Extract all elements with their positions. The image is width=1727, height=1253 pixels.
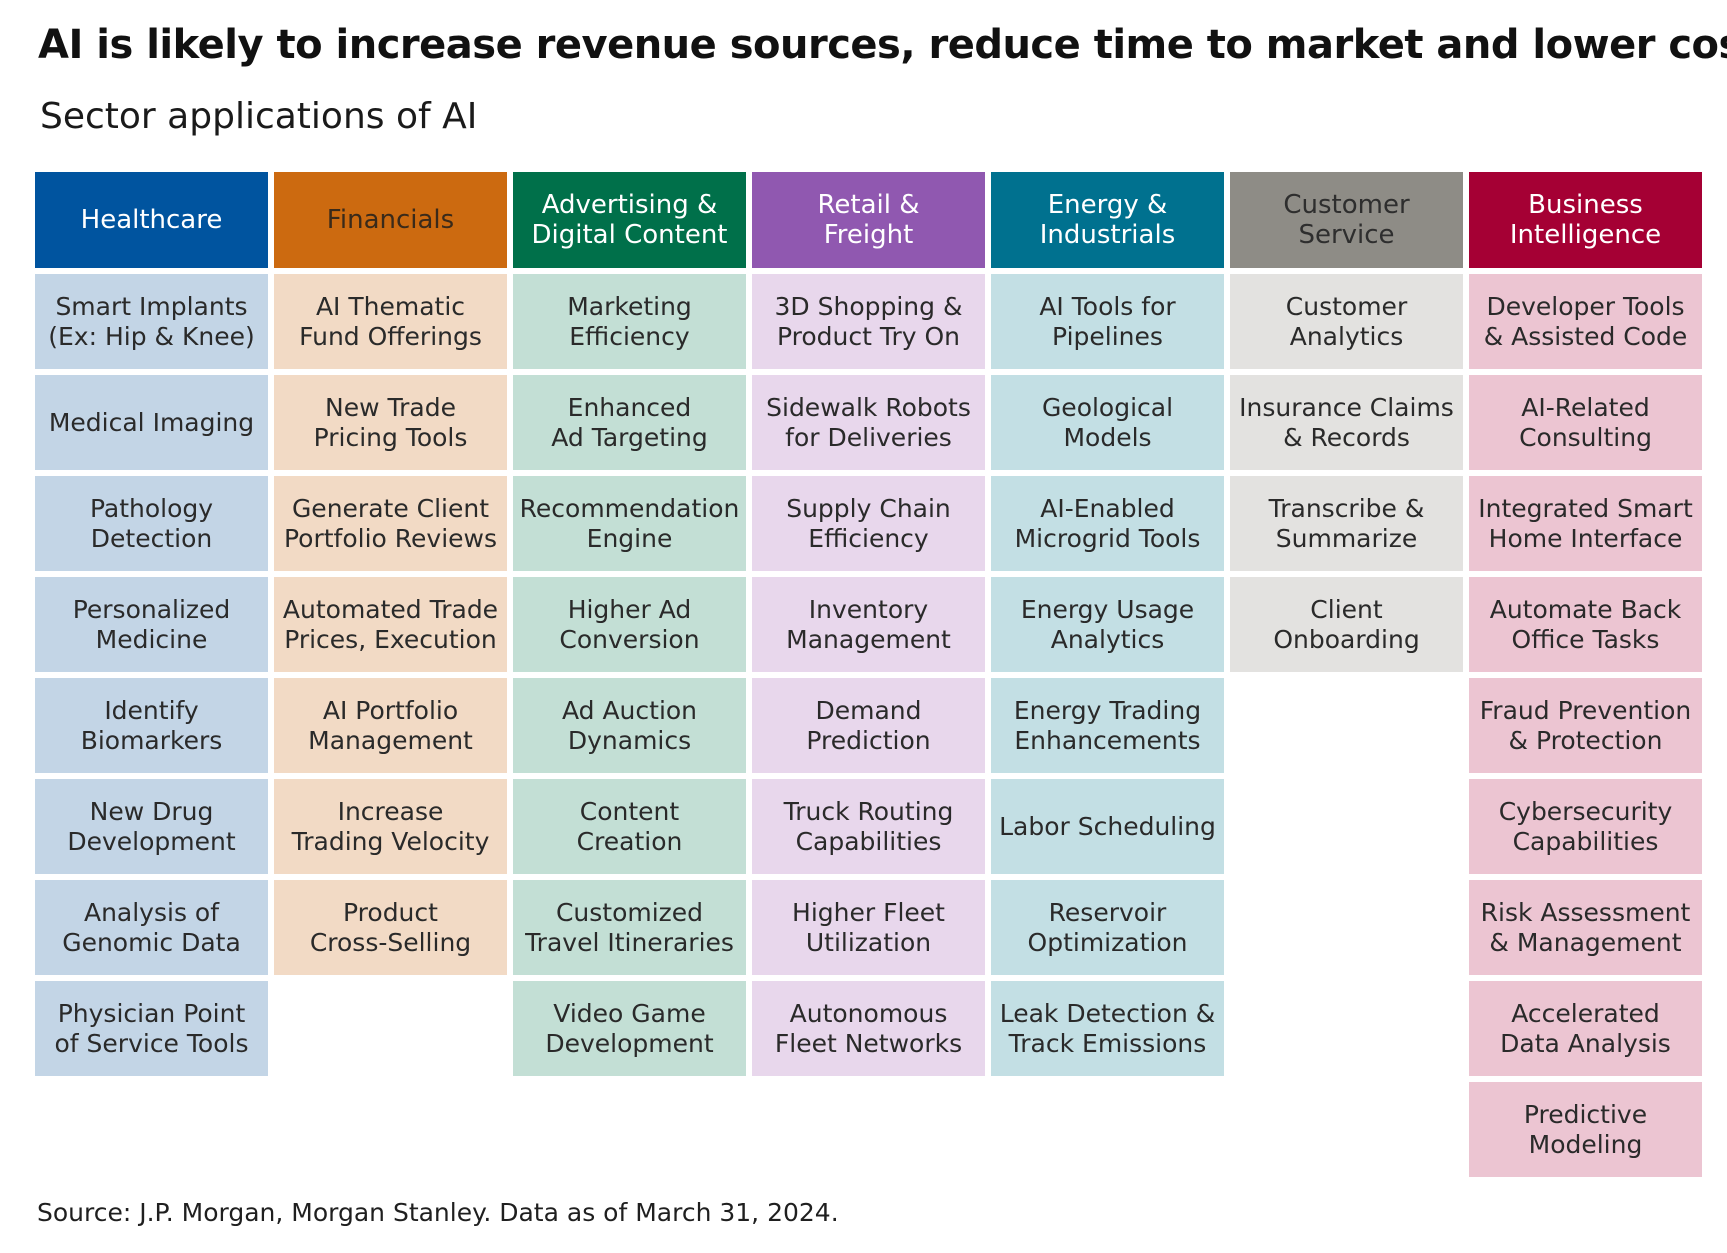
application-cell: Leak Detection & Track Emissions [991, 981, 1224, 1076]
sector-column-advertising: Advertising & Digital Content Marketing E… [513, 172, 746, 1177]
application-cell: Risk Assessment & Management [1469, 880, 1702, 975]
application-cell: AI Portfolio Management [274, 678, 507, 773]
application-cell: Recommendation Engine [513, 476, 746, 571]
application-cell: Customer Analytics [1230, 274, 1463, 369]
chart-subtitle: Sector applications of AI [40, 96, 478, 137]
sector-column-business-intelligence: Business Intelligence Developer Tools & A… [1469, 172, 1702, 1177]
application-cell: AI Tools for Pipelines [991, 274, 1224, 369]
application-cell: Analysis of Genomic Data [35, 880, 268, 975]
sector-grid: Healthcare Smart Implants (Ex: Hip & Knee… [35, 172, 1702, 1177]
sector-column-financials: Financials AI Thematic Fund Offerings New … [274, 172, 507, 1177]
sector-header: Retail & Freight [752, 172, 985, 268]
application-cell: Higher Ad Conversion [513, 577, 746, 672]
application-cell: Integrated Smart Home Interface [1469, 476, 1702, 571]
application-cell: 3D Shopping & Product Try On [752, 274, 985, 369]
sector-header: Energy & Industrials [991, 172, 1224, 268]
application-cell: AI-Enabled Microgrid Tools [991, 476, 1224, 571]
application-cell: Accelerated Data Analysis [1469, 981, 1702, 1076]
application-cell: Cybersecurity Capabilities [1469, 779, 1702, 874]
application-cell: Automate Back Office Tasks [1469, 577, 1702, 672]
application-cell: Supply Chain Efficiency [752, 476, 985, 571]
application-cell: New Trade Pricing Tools [274, 375, 507, 470]
sector-header: Healthcare [35, 172, 268, 268]
application-cell: Personalized Medicine [35, 577, 268, 672]
application-cell: AI Thematic Fund Offerings [274, 274, 507, 369]
application-cell: Transcribe & Summarize [1230, 476, 1463, 571]
application-cell: Physician Point of Service Tools [35, 981, 268, 1076]
application-cell: Demand Prediction [752, 678, 985, 773]
sector-header: Business Intelligence [1469, 172, 1702, 268]
application-cell: Truck Routing Capabilities [752, 779, 985, 874]
application-cell: Automated Trade Prices, Execution [274, 577, 507, 672]
application-cell: Inventory Management [752, 577, 985, 672]
application-cell: Generate Client Portfolio Reviews [274, 476, 507, 571]
application-cell: Labor Scheduling [991, 779, 1224, 874]
application-cell: Content Creation [513, 779, 746, 874]
sector-header: Financials [274, 172, 507, 268]
sector-column-retail: Retail & Freight 3D Shopping & Product Tr… [752, 172, 985, 1177]
application-cell: Enhanced Ad Targeting [513, 375, 746, 470]
application-cell: Ad Auction Dynamics [513, 678, 746, 773]
sector-header: Customer Service [1230, 172, 1463, 268]
source-note: Source: J.P. Morgan, Morgan Stanley. Dat… [37, 1198, 839, 1227]
application-cell: Increase Trading Velocity [274, 779, 507, 874]
application-cell: Insurance Claims & Records [1230, 375, 1463, 470]
application-cell: Medical Imaging [35, 375, 268, 470]
application-cell: Geological Models [991, 375, 1224, 470]
application-cell: AI-Related Consulting [1469, 375, 1702, 470]
application-cell: Marketing Efficiency [513, 274, 746, 369]
sector-column-healthcare: Healthcare Smart Implants (Ex: Hip & Knee… [35, 172, 268, 1177]
application-cell: Energy Trading Enhancements [991, 678, 1224, 773]
application-cell: Video Game Development [513, 981, 746, 1076]
sector-column-energy: Energy & Industrials AI Tools for Pipelin… [991, 172, 1224, 1177]
application-cell: New Drug Development [35, 779, 268, 874]
application-cell: Sidewalk Robots for Deliveries [752, 375, 985, 470]
application-cell: Customized Travel Itineraries [513, 880, 746, 975]
chart-title: AI is likely to increase revenue sources… [38, 22, 1727, 68]
application-cell: Product Cross-Selling [274, 880, 507, 975]
application-cell: Higher Fleet Utilization [752, 880, 985, 975]
application-cell: Developer Tools & Assisted Code [1469, 274, 1702, 369]
application-cell: Energy Usage Analytics [991, 577, 1224, 672]
application-cell: Client Onboarding [1230, 577, 1463, 672]
sector-column-customer-service: Customer Service Customer Analytics Insura… [1230, 172, 1463, 1177]
application-cell: Fraud Prevention & Protection [1469, 678, 1702, 773]
application-cell: Pathology Detection [35, 476, 268, 571]
application-cell: Reservoir Optimization [991, 880, 1224, 975]
application-cell: Identify Biomarkers [35, 678, 268, 773]
application-cell: Smart Implants (Ex: Hip & Knee) [35, 274, 268, 369]
application-cell: Autonomous Fleet Networks [752, 981, 985, 1076]
application-cell: Predictive Modeling [1469, 1082, 1702, 1177]
sector-header: Advertising & Digital Content [513, 172, 746, 268]
